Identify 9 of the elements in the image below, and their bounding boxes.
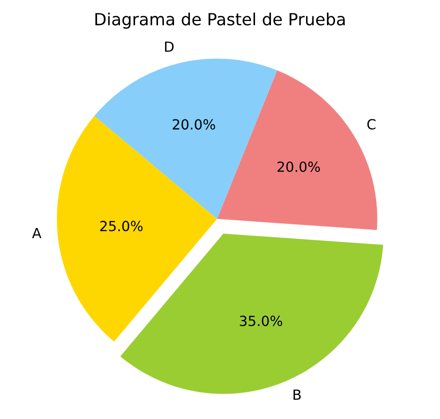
- data-label: 20.0%: [278, 161, 320, 172]
- data-label: 35.0%: [240, 316, 282, 326]
- slice-label: C: [367, 119, 376, 130]
- slice-label: B: [294, 390, 301, 400]
- slice-label: D: [165, 42, 174, 52]
- data-label: 20.0%: [172, 119, 216, 130]
- chart-title: Diagrama de Pastel de Prueba: [95, 12, 345, 29]
- data-label: 25.0%: [100, 220, 143, 232]
- slice-label: A: [32, 228, 42, 238]
